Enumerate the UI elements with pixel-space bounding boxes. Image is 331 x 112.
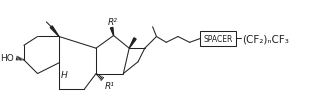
Text: R²: R² [108,18,118,27]
FancyBboxPatch shape [200,32,236,46]
Text: (CF₂)ₙCF₃: (CF₂)ₙCF₃ [242,34,289,44]
Text: SPACER: SPACER [204,35,233,44]
Polygon shape [129,38,136,49]
Polygon shape [111,28,114,36]
Text: HO: HO [0,54,14,63]
Text: H: H [61,70,67,79]
Text: R¹: R¹ [105,82,115,90]
Polygon shape [50,27,59,37]
